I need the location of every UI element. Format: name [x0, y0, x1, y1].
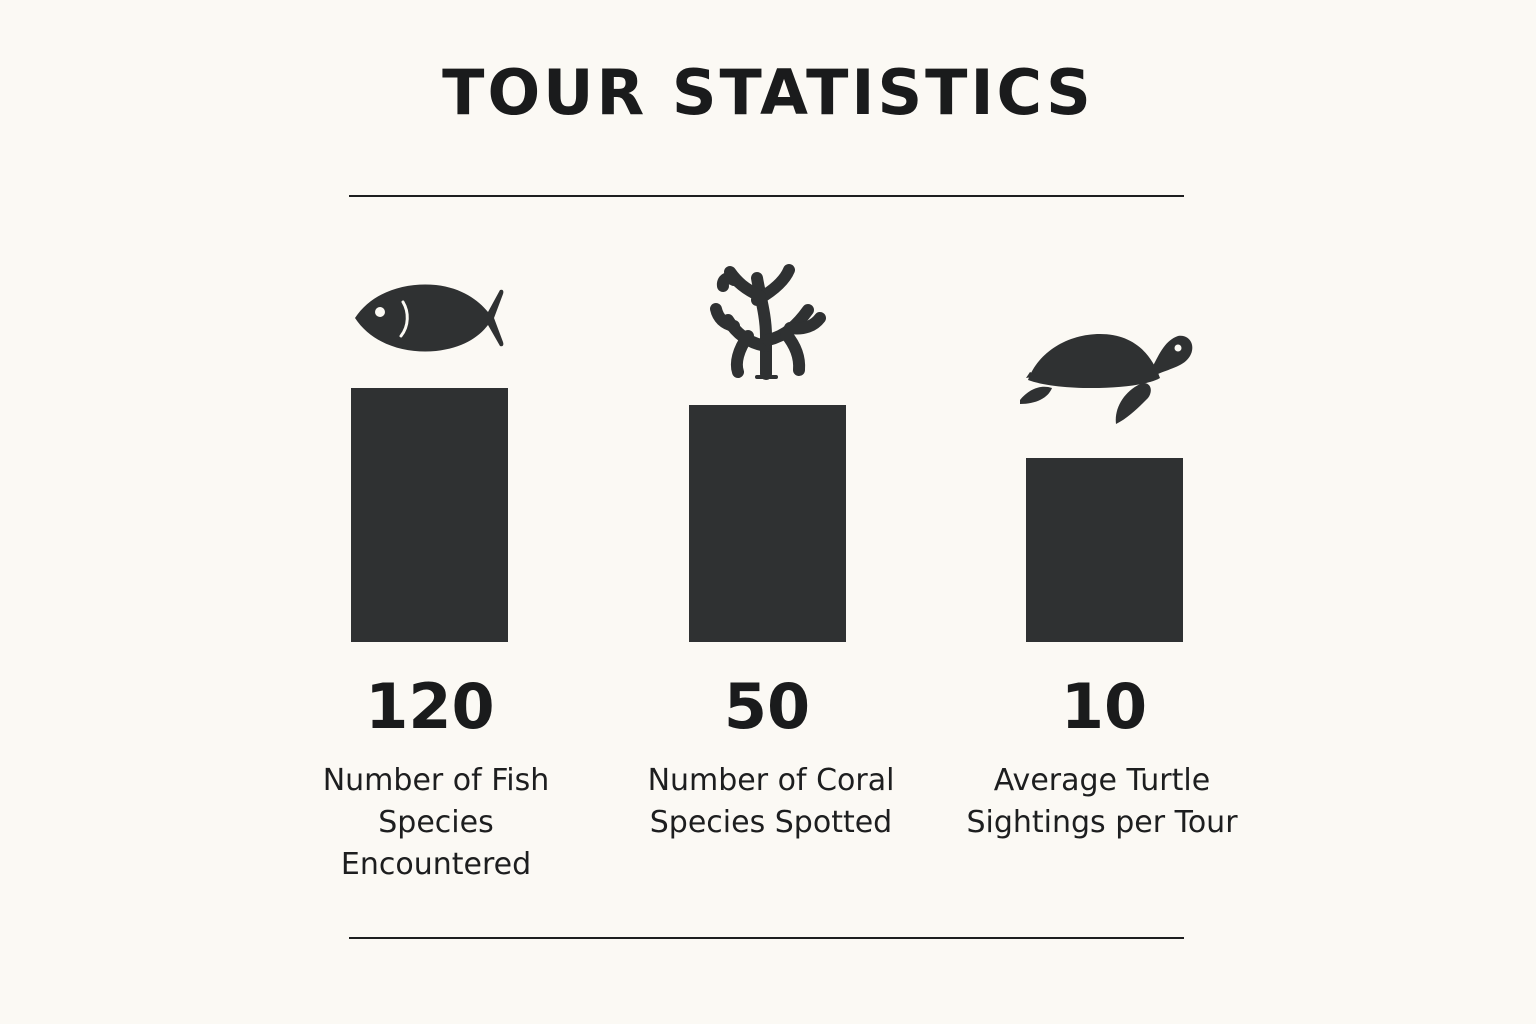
top-divider: [349, 195, 1184, 197]
turtle-eye: [1174, 344, 1182, 352]
bar-3: [1026, 458, 1183, 642]
category-label-line: Species Spotted: [649, 805, 893, 840]
category-label-1: Number of Fish Species Encountered: [286, 760, 586, 886]
fish-icon: [355, 284, 504, 352]
bar-2: [689, 405, 846, 642]
category-label-line: Average Turtle: [993, 763, 1211, 798]
category-label-line: Encountered: [340, 847, 532, 882]
category-label-3: Average Turtle Sightings per Tour: [952, 760, 1252, 844]
coral-icon: [710, 264, 826, 380]
data-label-1: 120: [365, 670, 495, 743]
bar-1: [351, 388, 508, 642]
category-label-line: Number of Coral: [647, 763, 895, 798]
data-label-2: 50: [723, 670, 811, 743]
data-label-3: 10: [1060, 670, 1148, 743]
bottom-divider: [349, 937, 1184, 939]
chart-title: TOUR STATISTICS: [442, 56, 1094, 129]
category-label-line: Sightings per Tour: [966, 805, 1238, 840]
category-label-line: Number of Fish: [322, 763, 550, 798]
category-label-line: Species: [378, 805, 494, 840]
turtle-icon: [1020, 334, 1193, 424]
category-label-2: Number of Coral Species Spotted: [621, 760, 921, 844]
